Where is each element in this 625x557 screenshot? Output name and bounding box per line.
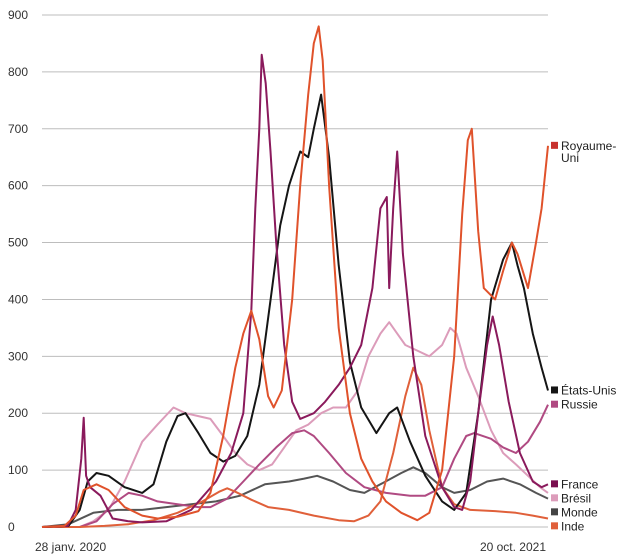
- x-tick-2021-10-20: 20 oct. 2021: [480, 540, 546, 554]
- series-line-france: [41, 53, 549, 528]
- legend-label-royaume-uni: Royaume-: [561, 139, 616, 153]
- series-line-royaume-uni: [41, 25, 549, 528]
- y-tick-800: 800: [8, 65, 28, 79]
- y-tick-0: 0: [8, 520, 15, 534]
- legend-label-france: France: [561, 477, 599, 491]
- legend-entry-etats-unis: États-Unis: [551, 382, 616, 397]
- series-line-russie: [42, 404, 549, 528]
- y-tick-labels: 0 100 200 300 400 500 600 700 800 900: [8, 8, 28, 534]
- y-gridlines: [42, 14, 548, 528]
- legend-label-russie: Russie: [561, 398, 598, 412]
- legend-swatch-russie: [551, 400, 558, 408]
- series-lines: [41, 25, 549, 528]
- y-tick-500: 500: [8, 236, 28, 250]
- x-tick-labels: 28 janv. 2020 20 oct. 2021: [35, 540, 546, 554]
- legend-swatch-inde: [551, 522, 558, 530]
- legend-swatch-bresil: [551, 494, 558, 502]
- legend-label-etats-unis: États-Unis: [561, 382, 616, 397]
- y-tick-600: 600: [8, 179, 28, 193]
- legend-swatch-france: [551, 480, 558, 488]
- y-tick-400: 400: [8, 292, 28, 306]
- y-tick-300: 300: [8, 349, 28, 363]
- series-line-monde: [41, 466, 549, 528]
- legend-entry-monde: Monde: [551, 505, 598, 519]
- legend-entry-russie: Russie: [551, 398, 598, 412]
- legend-swatch-monde: [551, 508, 558, 516]
- y-tick-200: 200: [8, 406, 28, 420]
- legend-swatch-royaume-uni: [551, 141, 558, 149]
- legend-label-monde: Monde: [561, 505, 598, 519]
- legend-entry-france: France: [551, 477, 599, 491]
- legend-label-royaume-uni: Uni: [561, 151, 579, 165]
- legend-entry-royaume-uni: Royaume-Uni: [551, 139, 616, 165]
- y-tick-900: 900: [8, 8, 28, 22]
- legend-entry-bresil: Brésil: [551, 491, 591, 505]
- y-tick-700: 700: [8, 122, 28, 136]
- legend-label-inde: Inde: [561, 519, 585, 533]
- series-line-bresil: [42, 321, 549, 528]
- y-tick-100: 100: [8, 463, 28, 477]
- legend-swatch-etats-unis: [551, 386, 558, 394]
- x-tick-2020-01-28: 28 janv. 2020: [35, 540, 106, 554]
- legend-entry-inde: Inde: [551, 519, 585, 533]
- legend-label-bresil: Brésil: [561, 491, 591, 505]
